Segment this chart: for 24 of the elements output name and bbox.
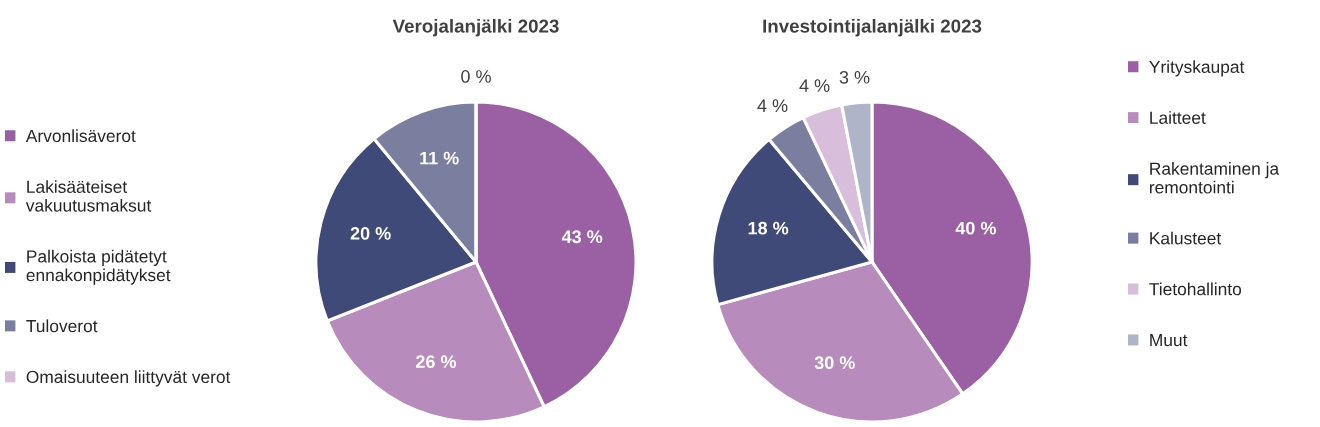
- legend-label: Omaisuuteen liittyvät verot: [26, 370, 231, 387]
- legend-label: Arvonlisäverot: [25, 129, 136, 143]
- data-label: 11 %: [420, 151, 459, 165]
- data-label: 30 %: [814, 356, 855, 370]
- legend-label: Tuloverot: [26, 319, 98, 333]
- data-label: 4 %: [799, 79, 830, 92]
- legend-label: Kalusteet: [1150, 231, 1222, 245]
- legend-label: Lakisääteiset vakuutusmaksut: [25, 180, 152, 212]
- data-label: 18 %: [748, 221, 789, 235]
- data-label: 43 %: [561, 230, 603, 244]
- chart-title: Verojalanjälki 2023: [392, 18, 559, 37]
- legend-label: Yrityskaupat: [1149, 60, 1245, 77]
- data-label: 4 %: [757, 99, 788, 112]
- legend-label: Tietohallinto: [1149, 282, 1242, 296]
- text: 0 %: [461, 70, 491, 83]
- legend-label: Palkoista pidätetyt ennakonpidätykset: [26, 249, 171, 285]
- legend-label: Muut: [1150, 334, 1188, 347]
- chart-title: Investointijalanjälki 2023: [763, 18, 982, 37]
- data-label: 3 %: [839, 70, 870, 84]
- legend-label: Rakentaminen ja remontointi: [1149, 162, 1280, 194]
- data-label: 40 %: [955, 221, 996, 235]
- legend-label: Laitteet: [1150, 111, 1206, 124]
- data-label: 26 %: [416, 355, 457, 369]
- data-label: 20 %: [350, 227, 391, 240]
